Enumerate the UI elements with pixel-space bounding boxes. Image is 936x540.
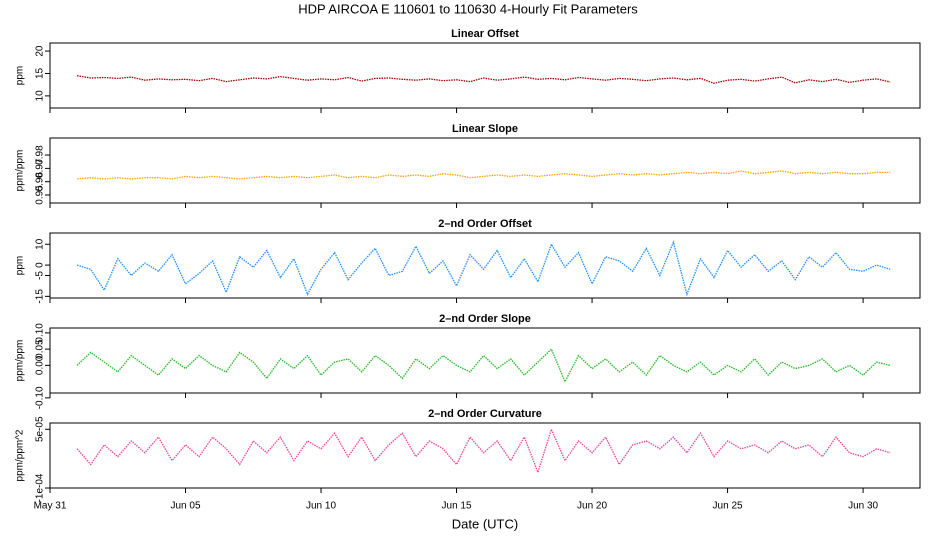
panel-title: 2–nd Order Offset [438,218,532,230]
y-tick-label: -5 [35,271,46,280]
data-line [76,427,891,475]
x-tick-label: Jun 10 [306,501,336,512]
y-tick-label: 0.97 [35,158,46,178]
panel-title: Linear Slope [452,123,518,135]
x-tick-label: Jun 05 [170,501,200,512]
data-line [77,170,891,180]
x-axis-label: Date (UTC) [452,516,518,531]
y-tick-label: -0.10 [35,386,46,409]
y-tick-label: 15 [35,67,46,79]
figure-title: HDP AIRCOA E 110601 to 110630 4-Hourly F… [298,1,638,16]
panel-frame [49,42,921,109]
y-tick-label: 0.10 [35,323,46,343]
data-line [76,75,891,84]
panel-frame [49,137,921,204]
x-tick-label: Jun 30 [848,501,878,512]
y-tick-label: 0 [35,262,46,268]
y-tick-label: 10 [35,238,46,250]
y-tick-label: 5e-05 [35,416,46,442]
y-axis-label: ppm [15,66,26,85]
panel-title: 2–nd Order Curvature [428,408,542,420]
y-tick-label: -1e-04 [35,473,46,502]
y-tick-label: 0.00 [35,355,46,375]
panel-title: Linear Offset [451,28,519,40]
data-line [76,347,891,384]
y-tick-label: 0.98 [35,145,46,165]
data-line [76,240,891,297]
y-axis-label: ppm/ppm [15,340,26,382]
panel-frame [49,422,921,489]
y-tick-label: 10 [35,90,46,102]
panel-frame [49,232,921,299]
x-tick-label: Jun 15 [442,501,472,512]
x-tick-label: Jun 25 [713,501,743,512]
x-tick-label: May 31 [34,501,67,512]
y-tick-label: 20 [35,45,46,57]
y-axis-label: ppm/ppm^2 [15,429,26,481]
y-tick-label: 0.96 [35,172,46,192]
y-axis-label: ppm [15,256,26,275]
panel-title: 2–nd Order Slope [439,313,531,325]
y-tick-label: 0.95 [35,185,46,205]
y-axis-label: ppm/ppm [15,150,26,192]
x-tick-label: Jun 20 [577,501,607,512]
panel-frame [49,327,921,394]
y-tick-label: 0.05 [35,339,46,359]
y-tick-label: -15 [35,289,46,304]
